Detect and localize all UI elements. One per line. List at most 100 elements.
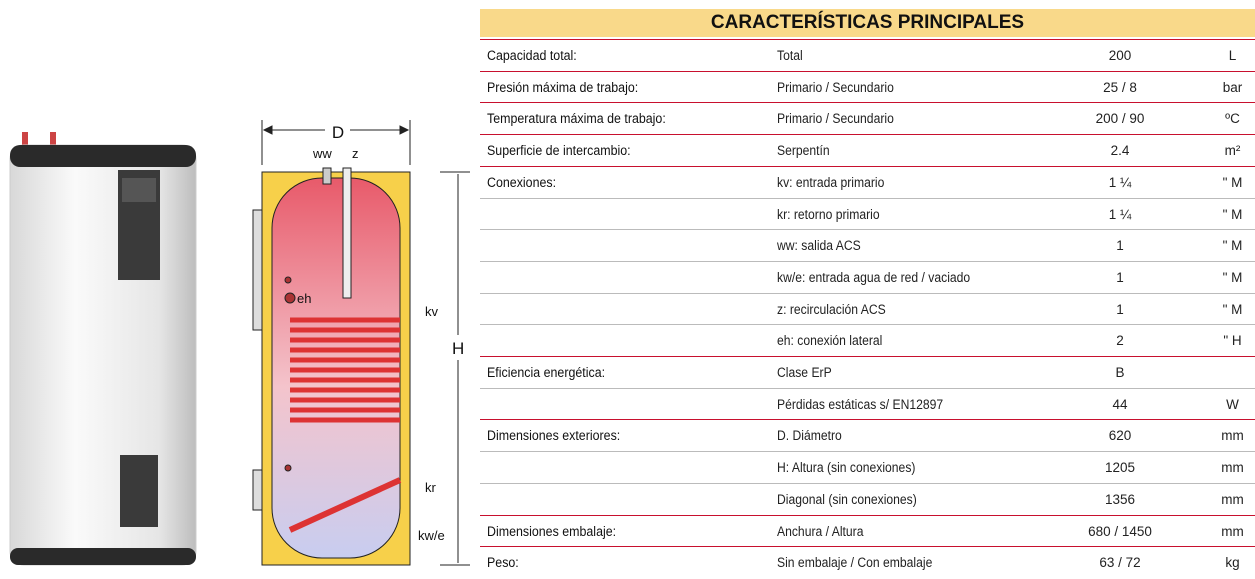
table-row: Diagonal (sin conexiones) 1356 mm: [480, 484, 1255, 516]
row-description: kr: retorno primario: [777, 206, 880, 222]
row-divider: [480, 102, 1255, 104]
row-value: 44: [1112, 396, 1128, 412]
row-divider: [480, 292, 1255, 294]
row-description: Serpentín: [777, 143, 830, 159]
row-unit: bar: [1222, 79, 1243, 95]
row-divider: [480, 356, 1255, 357]
row-divider: [480, 260, 1255, 262]
row-unit: mm: [1221, 523, 1244, 539]
group-label: Dimensiones embalaje:: [487, 523, 617, 539]
table-row: Dimensiones embalaje: Anchura / Altura 680…: [480, 516, 1255, 548]
group-label: Presión máxima de trabajo:: [487, 79, 639, 95]
table-row: ww: salida ACS 1 " M: [480, 230, 1255, 262]
row-description: eh: conexión lateral: [777, 333, 883, 349]
row-value: 200: [1108, 48, 1132, 63]
row-value: 1356: [1104, 491, 1136, 507]
row-divider: [480, 39, 1255, 40]
table-row: Pérdidas estáticas s/ EN12897 44 W: [480, 389, 1255, 421]
table-row: kw/e: entrada agua de red / vaciado 1 " M: [480, 262, 1255, 294]
port-label: kw/e: [418, 528, 445, 543]
port-label: z: [352, 146, 359, 161]
row-unit: " M: [1222, 269, 1243, 285]
row-unit: " M: [1222, 301, 1243, 317]
table-row: H: Altura (sin conexiones) 1205 mm: [480, 452, 1255, 484]
table-row: eh: conexión lateral 2 " H: [480, 325, 1255, 357]
row-unit: ºC: [1225, 111, 1240, 127]
row-divider: [480, 134, 1255, 136]
tank-diagram: [252, 120, 470, 566]
row-divider: [480, 197, 1255, 199]
group-label: Dimensiones exteriores:: [487, 428, 621, 444]
group-label: Peso:: [487, 555, 519, 571]
row-value: 680 / 1450: [1088, 523, 1152, 539]
row-divider: [480, 451, 1255, 453]
row-value: 63 / 72: [1099, 555, 1141, 571]
row-divider: [480, 70, 1255, 72]
row-divider: [480, 324, 1255, 326]
row-value: 1: [1116, 269, 1124, 285]
row-unit: " M: [1222, 238, 1243, 254]
row-divider: [480, 165, 1255, 167]
row-description: Sin embalaje / Con embalaje: [777, 555, 933, 571]
row-unit: m²: [1224, 143, 1241, 159]
row-value: 1: [1116, 238, 1124, 254]
group-label: Capacidad total:: [487, 48, 577, 63]
row-value: 1 ¼: [1108, 206, 1132, 222]
table-title: CARACTERÍSTICAS PRINCIPALES: [480, 9, 1255, 37]
row-value: 1 ¼: [1108, 174, 1132, 190]
table-row: Peso: Sin embalaje / Con embalaje 63 / 72 k…: [480, 547, 1255, 579]
row-value: 2: [1116, 333, 1124, 349]
table-row: kr: retorno primario 1 ¼ " M: [480, 199, 1255, 231]
row-description: ww: salida ACS: [777, 238, 861, 254]
row-description: Clase ErP: [777, 365, 832, 380]
row-unit: " H: [1223, 333, 1242, 349]
group-label: Eficiencia energética:: [487, 365, 606, 380]
table-row: Temperatura máxima de trabajo: Primario /…: [480, 103, 1255, 135]
row-divider: [480, 229, 1255, 231]
row-description: kv: entrada primario: [777, 174, 885, 190]
row-description: Anchura / Altura: [777, 523, 864, 539]
row-unit: mm: [1221, 460, 1244, 476]
row-unit: " M: [1222, 174, 1243, 190]
row-unit: mm: [1221, 428, 1244, 444]
table-row: Eficiencia energética: Clase ErP B: [480, 357, 1255, 389]
row-value: 2.4: [1110, 143, 1130, 159]
row-value: 1: [1116, 301, 1124, 317]
row-description: H: Altura (sin conexiones): [777, 460, 916, 476]
table-row: Capacidad total: Total 200 L: [480, 40, 1255, 72]
row-description: Diagonal (sin conexiones): [777, 491, 917, 507]
height-label: H: [452, 339, 464, 358]
row-description: Pérdidas estáticas s/ EN12897: [777, 396, 944, 412]
row-description: Primario / Secundario: [777, 79, 894, 95]
row-unit: kg: [1225, 555, 1240, 571]
row-description: D. Diámetro: [777, 428, 842, 444]
row-description: Total: [777, 48, 803, 63]
port-label: kr: [425, 480, 437, 495]
row-unit: mm: [1221, 491, 1244, 507]
row-value: B: [1115, 365, 1125, 380]
row-unit: L: [1228, 48, 1237, 63]
row-divider: [480, 387, 1255, 389]
row-divider: [480, 514, 1255, 516]
row-value: 25 / 8: [1103, 79, 1137, 95]
port-label: eh: [297, 291, 311, 306]
row-divider: [480, 419, 1255, 421]
table-row: z: recirculación ACS 1 " M: [480, 294, 1255, 326]
row-unit: W: [1226, 396, 1239, 412]
row-description: kw/e: entrada agua de red / vaciado: [777, 269, 971, 285]
width-label: D: [332, 123, 344, 142]
table-row: Conexiones: kv: entrada primario 1 ¼ " M: [480, 167, 1255, 199]
row-divider: [480, 482, 1255, 484]
row-value: 1205: [1104, 460, 1136, 476]
port-label: kv: [425, 304, 439, 319]
row-description: Primario / Secundario: [777, 111, 894, 127]
product-drawings: D ww z eh kv kr kw/e H: [9, 120, 470, 566]
row-unit: " M: [1222, 206, 1243, 222]
table-row: Superficie de intercambio: Serpentín 2.4 m²: [480, 135, 1255, 167]
port-label: ww: [312, 146, 332, 161]
group-label: Temperatura máxima de trabajo:: [487, 111, 666, 127]
row-value: 620: [1108, 428, 1132, 444]
row-divider: [480, 546, 1255, 548]
row-description: z: recirculación ACS: [777, 301, 886, 317]
